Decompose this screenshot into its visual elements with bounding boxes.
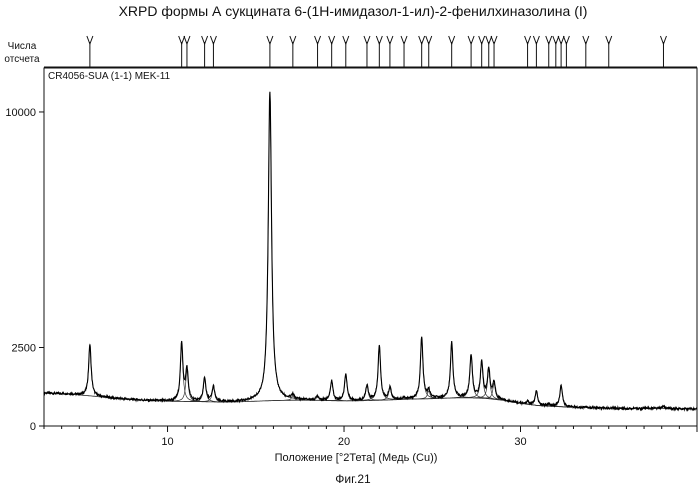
peak-marker-v xyxy=(210,36,216,44)
peak-marker-v xyxy=(563,36,569,44)
x-axis-label: Положение [°2Тета] (Медь (Cu)) xyxy=(275,452,438,464)
peak-marker-v xyxy=(558,36,564,44)
pattern-series xyxy=(44,92,697,410)
y-tick-label: 2500 xyxy=(12,342,36,354)
peak-marker-v xyxy=(387,36,393,44)
peak-marker-label-line1: Числа xyxy=(8,41,37,52)
x-axis: 10 20 30 xyxy=(44,426,697,448)
fitted-peak-profile xyxy=(431,343,473,399)
observed-pattern xyxy=(44,92,697,410)
fitted-peak-profile xyxy=(69,344,111,397)
peak-marker-v xyxy=(491,36,497,44)
sample-label: CR4056-SUA (1-1) MEK-11 xyxy=(48,71,171,82)
peak-marker-v xyxy=(449,36,455,44)
fitted-peak-profile xyxy=(358,346,400,401)
y-axis: 0 2500 10000 xyxy=(5,107,44,433)
peak-marker-v xyxy=(533,36,539,44)
peak-marker-v xyxy=(606,36,612,44)
fitted-peak-profile xyxy=(243,92,297,401)
peak-marker-v xyxy=(290,36,296,44)
y-tick-label: 0 xyxy=(30,421,36,433)
peak-marker-v xyxy=(553,36,559,44)
peak-marker-v xyxy=(343,36,349,44)
chart-title: XRPD формы А сукцината 6-(1Н-имидазол-1-… xyxy=(119,3,588,19)
peak-marker-v xyxy=(202,36,208,44)
peak-marker-v xyxy=(479,36,485,44)
peak-marker-v xyxy=(179,36,185,44)
peak-marker-v xyxy=(329,36,335,44)
peak-marker-row xyxy=(44,36,697,67)
fitted-peak-profile xyxy=(161,344,203,402)
x-tick-label: 10 xyxy=(161,436,173,448)
peak-marker-v xyxy=(426,36,432,44)
fitted-peak-profile xyxy=(311,381,353,401)
peak-marker-v xyxy=(546,36,552,44)
peak-marker-label-line2: отсчета xyxy=(4,54,40,65)
background-curve xyxy=(44,393,697,409)
peak-marker-v xyxy=(468,36,474,44)
peak-marker-v xyxy=(583,36,589,44)
plot-frame xyxy=(44,68,697,426)
peak-marker-v xyxy=(184,36,190,44)
x-tick-label: 20 xyxy=(338,436,350,448)
x-tick-label: 30 xyxy=(514,436,526,448)
peak-marker-v xyxy=(364,36,370,44)
y-tick-label: 10000 xyxy=(5,107,36,119)
peak-marker-v xyxy=(401,36,407,44)
peak-marker-v xyxy=(660,36,666,44)
figure-caption: Фиг.21 xyxy=(335,472,371,486)
fitted-peak-profile xyxy=(401,337,443,399)
peak-marker-v xyxy=(87,36,93,44)
peak-marker-v xyxy=(315,36,321,44)
peak-marker-v xyxy=(267,36,273,44)
peak-marker-v xyxy=(376,36,382,44)
peak-marker-v xyxy=(486,36,492,44)
peak-marker-v xyxy=(525,36,531,44)
peak-marker-v xyxy=(419,36,425,44)
